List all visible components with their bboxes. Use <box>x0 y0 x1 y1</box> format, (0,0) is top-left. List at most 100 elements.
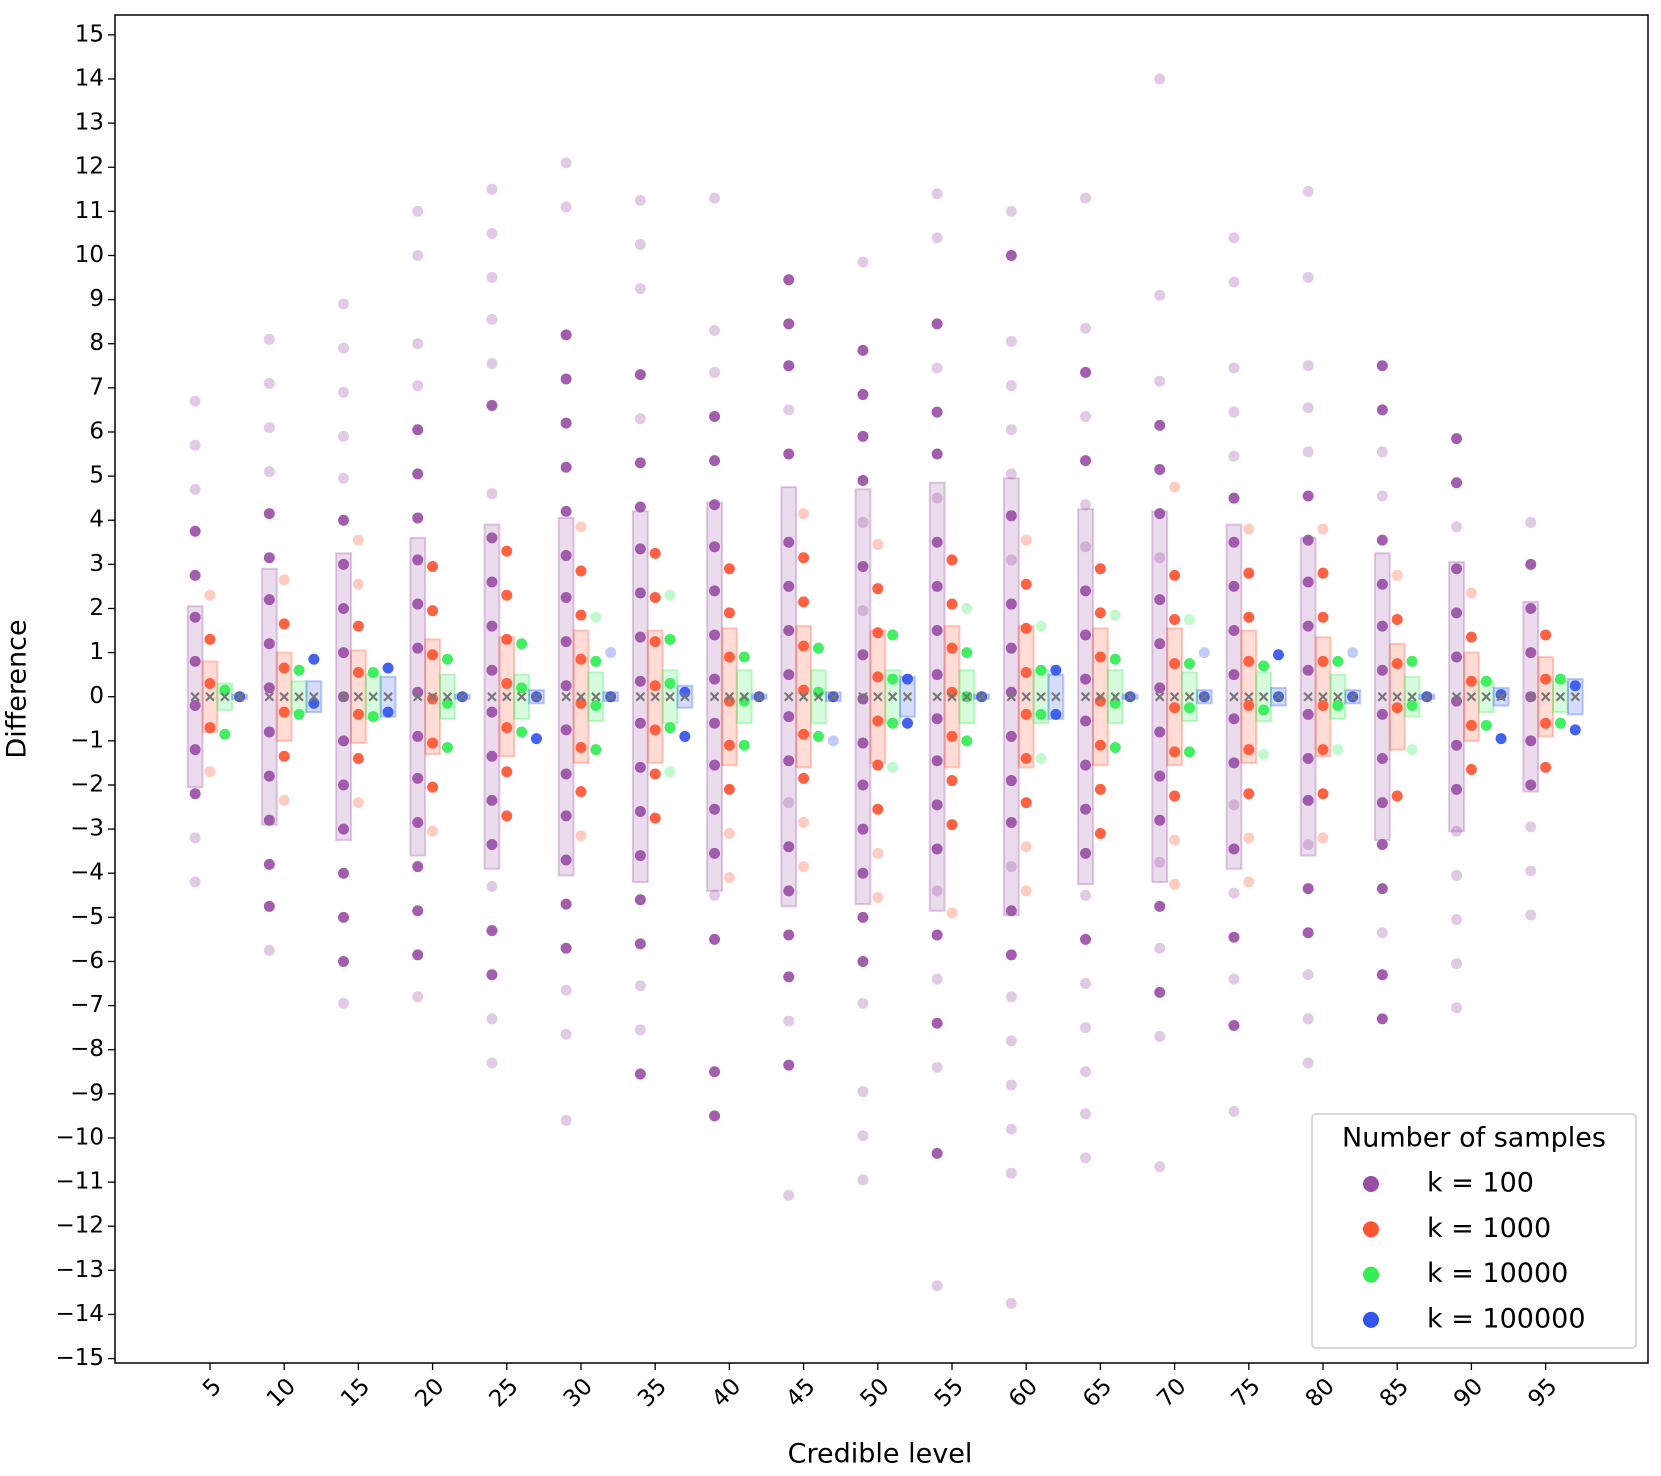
point <box>634 369 646 381</box>
point <box>427 737 439 749</box>
point <box>1005 775 1017 787</box>
point <box>1376 969 1388 981</box>
point <box>634 1068 646 1080</box>
point <box>857 388 869 400</box>
median-marker <box>279 691 289 702</box>
point <box>1480 719 1492 731</box>
point <box>709 629 721 641</box>
faded-point <box>798 508 810 520</box>
faded-point <box>1302 1013 1314 1025</box>
point <box>338 911 350 923</box>
median-marker <box>487 691 497 702</box>
point <box>338 647 350 659</box>
median-marker <box>813 691 824 702</box>
point <box>590 700 602 712</box>
point <box>1317 744 1329 756</box>
median-marker <box>383 691 393 702</box>
y-tick-label: 13 <box>75 110 104 136</box>
faded-point <box>1228 973 1240 985</box>
faded-point <box>590 611 602 623</box>
point <box>1451 607 1463 619</box>
point <box>634 501 646 513</box>
point <box>427 781 439 793</box>
point <box>1451 651 1463 663</box>
faded-point <box>560 1114 572 1126</box>
x-tick-label: 60 <box>1004 1373 1043 1412</box>
faded-point <box>1005 1167 1017 1179</box>
point <box>1094 828 1106 840</box>
point <box>486 706 498 718</box>
point <box>634 717 646 729</box>
point <box>723 651 735 663</box>
point <box>1317 788 1329 800</box>
point <box>1035 708 1047 720</box>
faded-point <box>1302 969 1314 981</box>
point <box>516 726 528 738</box>
point <box>1525 558 1537 570</box>
point <box>1465 719 1477 731</box>
point <box>1005 598 1017 610</box>
faded-point <box>1035 752 1047 764</box>
faded-point <box>1228 1105 1240 1117</box>
median-marker <box>1021 691 1031 702</box>
point <box>412 468 424 480</box>
faded-point <box>1451 958 1463 970</box>
point <box>1376 839 1388 851</box>
point <box>709 847 721 859</box>
point <box>961 647 973 659</box>
faded-point <box>1080 322 1092 334</box>
faded-point <box>1228 887 1240 899</box>
faded-point <box>1154 942 1166 954</box>
point <box>783 318 795 330</box>
faded-point <box>204 589 216 601</box>
faded-point <box>872 891 884 903</box>
point <box>278 750 290 762</box>
faded-point <box>1525 821 1537 833</box>
point <box>634 850 646 862</box>
point <box>412 772 424 784</box>
median-marker <box>1392 691 1402 702</box>
point <box>1020 708 1032 720</box>
point <box>382 662 394 674</box>
faded-point <box>1035 620 1047 632</box>
point <box>560 810 572 822</box>
point <box>189 525 201 537</box>
point <box>427 605 439 617</box>
faded-point <box>560 1028 572 1040</box>
point <box>857 779 869 791</box>
point <box>338 867 350 879</box>
faded-point <box>1183 614 1195 626</box>
point <box>738 651 750 663</box>
median-marker <box>858 691 868 702</box>
median-marker <box>976 691 987 702</box>
faded-point <box>263 333 275 345</box>
point <box>634 543 646 555</box>
faded-point <box>1005 336 1017 348</box>
point <box>1243 611 1255 623</box>
point <box>634 761 646 773</box>
point <box>530 733 542 745</box>
faded-point <box>486 227 498 239</box>
faded-point <box>338 472 350 484</box>
median-marker <box>1244 691 1254 702</box>
faded-point <box>412 338 424 350</box>
y-tick-label: 3 <box>89 551 104 577</box>
median-marker <box>783 691 794 702</box>
faded-point <box>931 492 943 504</box>
point <box>1154 814 1166 826</box>
y-tick-label: 2 <box>89 595 104 621</box>
point <box>1525 647 1537 659</box>
point <box>1154 682 1166 694</box>
point <box>798 552 810 564</box>
faded-point <box>1451 869 1463 881</box>
point <box>783 711 795 723</box>
point <box>1451 563 1463 575</box>
point <box>783 841 795 853</box>
median-marker <box>1273 691 1284 702</box>
median-marker <box>412 691 423 702</box>
point <box>575 609 587 621</box>
point <box>946 554 958 566</box>
point <box>1302 664 1314 676</box>
faded-point <box>189 439 201 451</box>
